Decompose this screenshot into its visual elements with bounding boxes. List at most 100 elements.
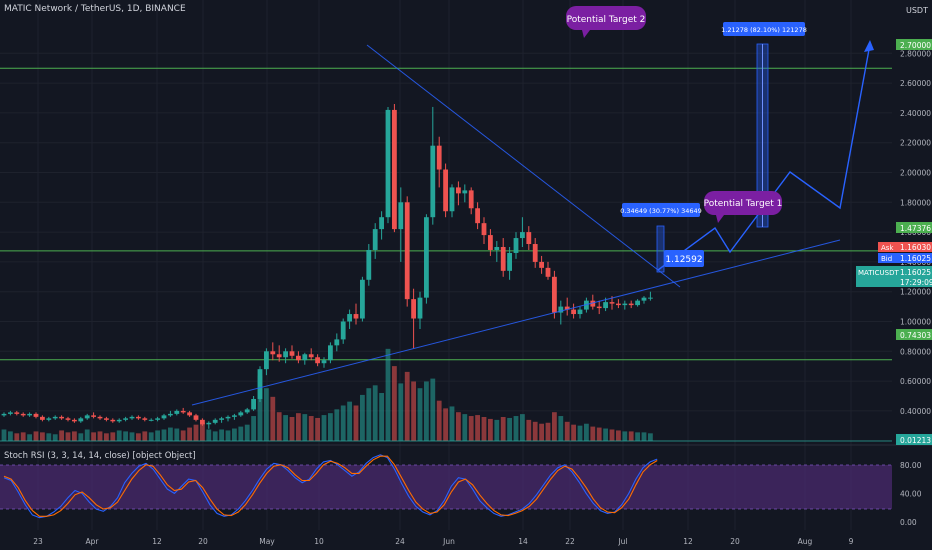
candle-body[interactable] bbox=[577, 309, 583, 315]
candle-body[interactable] bbox=[584, 300, 589, 310]
candle-body[interactable] bbox=[161, 415, 167, 419]
candle-body[interactable] bbox=[59, 416, 64, 419]
candle-body[interactable] bbox=[347, 314, 352, 322]
candle-body[interactable] bbox=[219, 418, 224, 420]
candle-body[interactable] bbox=[174, 410, 180, 414]
candle-body[interactable] bbox=[321, 360, 327, 364]
candle-body[interactable] bbox=[193, 415, 199, 420]
candle-body[interactable] bbox=[33, 413, 39, 417]
candle-body[interactable] bbox=[302, 354, 308, 361]
badge-level-low[interactable]: 0.74303 bbox=[896, 329, 932, 340]
candle-body[interactable] bbox=[417, 297, 423, 319]
candle-body[interactable] bbox=[628, 303, 634, 306]
candle-body[interactable] bbox=[8, 412, 13, 414]
candle-body[interactable] bbox=[449, 187, 455, 212]
candle-body[interactable] bbox=[558, 306, 564, 313]
measure-large-label[interactable]: 1.21278 (82.10%) 121278 bbox=[721, 22, 807, 36]
candle-body[interactable] bbox=[276, 354, 282, 358]
candle-body[interactable] bbox=[622, 303, 628, 306]
candle-body[interactable] bbox=[488, 235, 493, 250]
candle-body[interactable] bbox=[296, 355, 301, 361]
candle-body[interactable] bbox=[507, 252, 512, 271]
candle-body[interactable] bbox=[513, 238, 519, 253]
candle-body[interactable] bbox=[379, 217, 384, 230]
candle-body[interactable] bbox=[360, 279, 365, 319]
measure-small-label[interactable]: 0.34649 (30.77%) 34649 bbox=[620, 203, 702, 217]
candle-body[interactable] bbox=[468, 190, 474, 209]
candle-body[interactable] bbox=[308, 354, 314, 358]
candle-body[interactable] bbox=[353, 314, 359, 319]
measure-small-range[interactable] bbox=[656, 225, 665, 273]
badge-volume[interactable]: 0.01213 bbox=[896, 434, 932, 445]
candle-body[interactable] bbox=[65, 418, 71, 420]
candle-body[interactable] bbox=[123, 418, 128, 420]
candle-body[interactable] bbox=[456, 187, 461, 194]
target1-callout[interactable]: Potential Target 1 bbox=[704, 191, 783, 223]
candle-body[interactable] bbox=[609, 302, 615, 304]
candle-body[interactable] bbox=[200, 419, 205, 425]
candle-body[interactable] bbox=[424, 217, 429, 298]
candle-body[interactable] bbox=[180, 410, 186, 413]
badge-bid[interactable]: Bid 1.16025 bbox=[878, 253, 932, 263]
candle-body[interactable] bbox=[110, 419, 116, 422]
candle-body[interactable] bbox=[1, 413, 7, 416]
candle-body[interactable] bbox=[187, 412, 192, 416]
candle-body[interactable] bbox=[116, 419, 122, 422]
stoch-rsi-header[interactable]: Stoch RSI (3, 3, 14, 14, close) [object … bbox=[4, 451, 196, 461]
target2-callout[interactable]: Potential Target 2 bbox=[566, 6, 646, 38]
candle-body[interactable] bbox=[385, 109, 391, 218]
candle-body[interactable] bbox=[372, 229, 378, 250]
candle-body[interactable] bbox=[475, 208, 480, 224]
candle-body[interactable] bbox=[14, 412, 20, 414]
symbol-header[interactable]: MATIC Network / TetherUS, 1D, BINANCE bbox=[4, 4, 186, 14]
candle-body[interactable] bbox=[148, 419, 154, 421]
badge-ask[interactable]: Ask 1.16030 bbox=[878, 242, 932, 252]
candle-body[interactable] bbox=[648, 297, 653, 299]
support-trendline[interactable] bbox=[191, 239, 841, 406]
candle-body[interactable] bbox=[264, 351, 269, 370]
candle-body[interactable] bbox=[443, 169, 448, 212]
candle-body[interactable] bbox=[392, 109, 397, 230]
candle-body[interactable] bbox=[251, 398, 256, 410]
candle-body[interactable] bbox=[40, 416, 45, 420]
candle-body[interactable] bbox=[46, 418, 52, 420]
candle-body[interactable] bbox=[334, 339, 340, 346]
candle-body[interactable] bbox=[27, 413, 32, 416]
candle-body[interactable] bbox=[616, 303, 621, 306]
candle-body[interactable] bbox=[155, 418, 160, 420]
candle-body[interactable] bbox=[564, 306, 570, 310]
candle-body[interactable] bbox=[596, 306, 602, 309]
candle-body[interactable] bbox=[270, 351, 276, 355]
candle-body[interactable] bbox=[168, 413, 173, 416]
candle-body[interactable] bbox=[462, 190, 468, 194]
candle-body[interactable] bbox=[238, 412, 244, 416]
candle-body[interactable] bbox=[72, 419, 77, 422]
candle-body[interactable] bbox=[366, 249, 372, 280]
candle-body[interactable] bbox=[481, 223, 487, 236]
candle-body[interactable] bbox=[129, 416, 135, 419]
badge-level-top[interactable]: 2.70000 bbox=[896, 39, 932, 50]
candle-body[interactable] bbox=[283, 351, 288, 358]
candle-body[interactable] bbox=[84, 415, 90, 419]
candle-body[interactable] bbox=[532, 244, 538, 262]
time-axis[interactable]: 23 Apr 12 20 May 10 24 Jun 14 22 Jul 12 20 Aug 9 bbox=[33, 537, 853, 546]
candle-body[interactable] bbox=[411, 299, 416, 319]
candle-body[interactable] bbox=[328, 345, 333, 361]
candle-body[interactable] bbox=[206, 422, 212, 425]
candle-body[interactable] bbox=[91, 415, 96, 417]
resistance-trendline[interactable] bbox=[366, 44, 681, 288]
candle-body[interactable] bbox=[539, 261, 544, 268]
candle-body[interactable] bbox=[590, 300, 596, 307]
candle-body[interactable] bbox=[20, 413, 26, 416]
candle-body[interactable] bbox=[340, 321, 346, 340]
candle-body[interactable] bbox=[526, 232, 532, 245]
candle-body[interactable] bbox=[136, 416, 141, 419]
candle-body[interactable] bbox=[635, 300, 640, 306]
candle-body[interactable] bbox=[545, 267, 551, 277]
candle-body[interactable] bbox=[398, 202, 404, 230]
candle-body[interactable] bbox=[232, 415, 237, 417]
candle-body[interactable] bbox=[104, 418, 109, 420]
candle-body[interactable] bbox=[225, 416, 231, 419]
candle-body[interactable] bbox=[641, 297, 647, 301]
